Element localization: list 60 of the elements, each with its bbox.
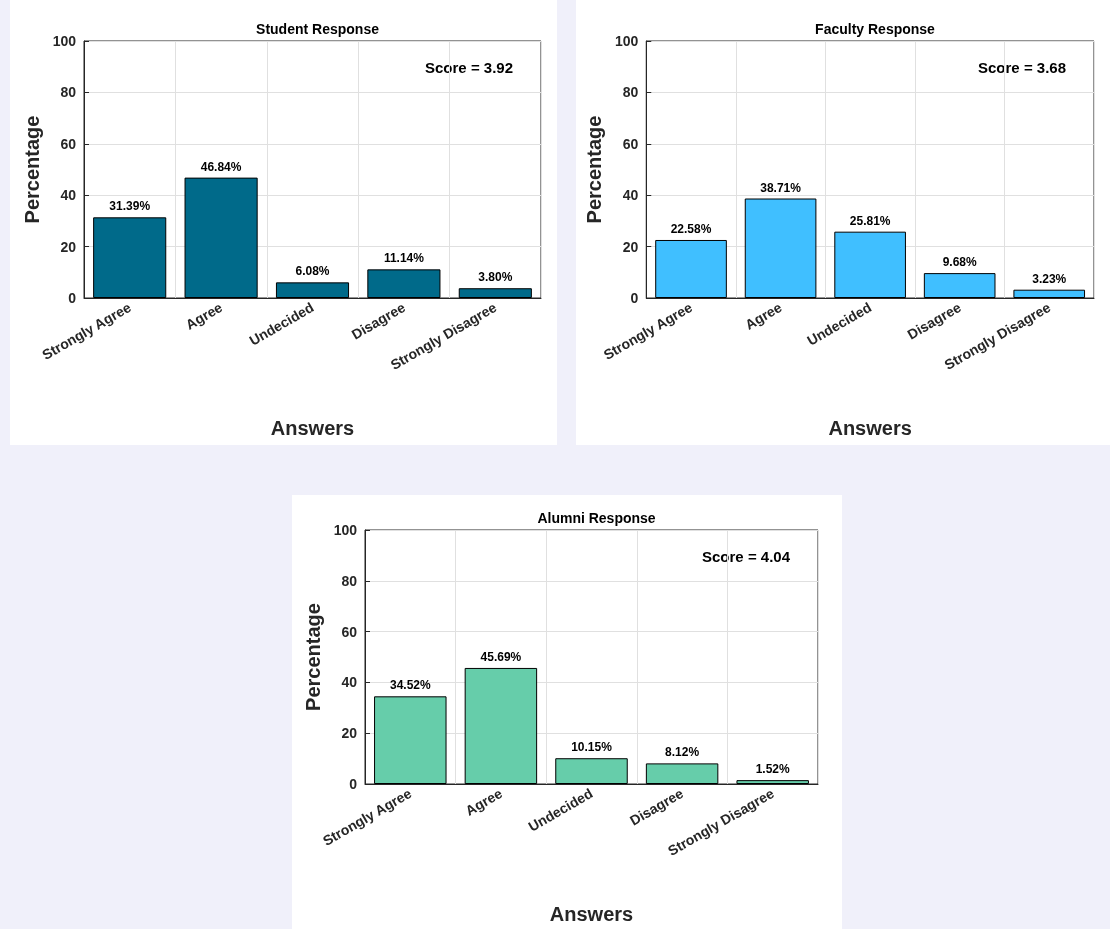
y-tick-label: 0 <box>68 290 77 306</box>
annotation: Score = 3.68 <box>978 59 1067 76</box>
data-label: 9.68% <box>942 255 978 270</box>
data-label: 25.81% <box>849 213 891 228</box>
data-label: 45.69% <box>480 649 522 664</box>
bar <box>374 696 447 784</box>
data-label: 31.39% <box>109 199 151 214</box>
chart-title: Alumni Response <box>537 510 656 526</box>
y-tick-label: 100 <box>614 33 639 49</box>
data-label: 11.14% <box>383 251 425 266</box>
y-tick-label: 100 <box>333 522 358 538</box>
bar <box>93 217 167 298</box>
bar <box>645 763 719 784</box>
y-tick-label: 60 <box>60 135 77 152</box>
y-tick-label: 40 <box>341 674 358 691</box>
x-axis-title: Answers <box>270 417 355 439</box>
bar <box>655 239 727 298</box>
bar <box>555 758 628 784</box>
y-tick-label: 20 <box>622 238 639 255</box>
bar <box>184 177 258 298</box>
y-axis-title: Percentage <box>301 603 324 711</box>
y-tick-label: 0 <box>630 290 639 306</box>
data-label: 22.58% <box>670 221 712 236</box>
data-label: 46.84% <box>200 159 242 174</box>
annotation: Score = 3.92 <box>425 59 514 76</box>
data-label: 8.12% <box>665 745 700 760</box>
y-tick-label: 60 <box>341 623 358 640</box>
annotation: Score = 4.04 <box>702 548 791 565</box>
data-label: 6.08% <box>295 264 330 279</box>
bar <box>744 198 817 298</box>
y-tick-label: 20 <box>60 238 77 255</box>
y-tick-label: 40 <box>622 187 639 204</box>
bar <box>464 667 538 784</box>
x-axis-title: Answers <box>549 903 634 925</box>
data-label: 34.52% <box>389 678 431 693</box>
data-label: 3.80% <box>478 270 513 285</box>
y-tick-label: 80 <box>622 84 639 101</box>
y-tick-label: 20 <box>341 725 358 742</box>
chart-title: Faculty Response <box>815 21 936 37</box>
data-label: 3.23% <box>1032 271 1067 286</box>
y-tick-label: 60 <box>622 135 639 152</box>
y-axis-title: Percentage <box>583 115 605 224</box>
x-axis-title: Answers <box>828 417 912 439</box>
y-tick-label: 80 <box>341 572 358 589</box>
bar <box>923 273 996 298</box>
data-label: 1.52% <box>755 762 791 777</box>
y-axis-title: Percentage <box>20 115 43 224</box>
bar <box>458 288 532 298</box>
chart-title: Student Response <box>256 21 380 37</box>
y-tick-label: 0 <box>349 776 358 792</box>
bar <box>736 780 809 784</box>
bar <box>367 269 441 298</box>
data-label: 10.15% <box>571 740 613 755</box>
bar <box>275 282 350 298</box>
bar <box>1013 289 1086 298</box>
y-tick-label: 80 <box>60 84 77 101</box>
bar <box>834 231 906 298</box>
y-tick-label: 100 <box>52 33 77 49</box>
data-label: 38.71% <box>760 180 802 195</box>
y-tick-label: 40 <box>60 187 77 204</box>
